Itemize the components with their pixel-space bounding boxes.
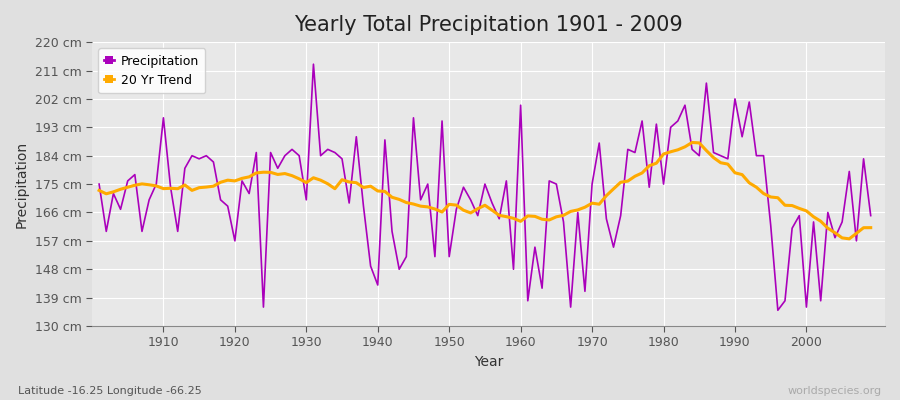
Legend: Precipitation, 20 Yr Trend: Precipitation, 20 Yr Trend: [98, 48, 205, 93]
Text: worldspecies.org: worldspecies.org: [788, 386, 882, 396]
Text: Latitude -16.25 Longitude -66.25: Latitude -16.25 Longitude -66.25: [18, 386, 202, 396]
Title: Yearly Total Precipitation 1901 - 2009: Yearly Total Precipitation 1901 - 2009: [294, 15, 683, 35]
X-axis label: Year: Year: [473, 355, 503, 369]
Y-axis label: Precipitation: Precipitation: [15, 140, 29, 228]
